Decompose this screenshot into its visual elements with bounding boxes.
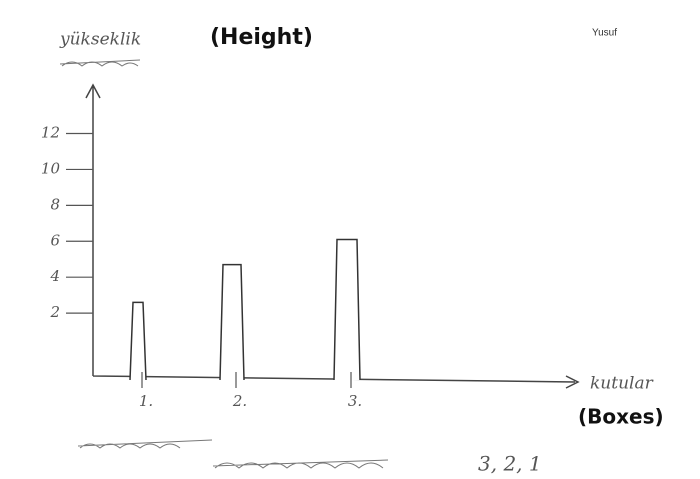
x-tick-label: 2. <box>232 392 247 410</box>
chart: yükseklik (Height) Yusuf kutular (Boxes)… <box>0 0 700 479</box>
scribble <box>213 460 388 468</box>
axes <box>86 85 578 388</box>
bar <box>130 302 146 380</box>
author: Yusuf <box>592 28 617 39</box>
scribble <box>78 440 212 448</box>
y-tick-label: 8 <box>50 195 60 213</box>
y-tick-label: 10 <box>41 159 61 177</box>
x-axis-translation: (Boxes) <box>578 405 664 429</box>
x-tick-label: 1. <box>139 392 153 410</box>
y-tick-label: 6 <box>50 231 60 249</box>
annotation: 3, 2, 1 <box>478 452 542 476</box>
y-tick-label: 12 <box>41 124 60 142</box>
y-tick-label: 2 <box>49 303 60 321</box>
bar <box>334 239 360 380</box>
bar <box>220 265 244 380</box>
x-axis-label: kutular <box>590 374 654 394</box>
x-tick-label: 3. <box>348 392 362 410</box>
y-tick-label: 4 <box>49 267 60 285</box>
y-axis-label: yükseklik <box>59 30 141 50</box>
scribble <box>60 60 140 66</box>
chart-title: (Height) <box>210 25 313 50</box>
